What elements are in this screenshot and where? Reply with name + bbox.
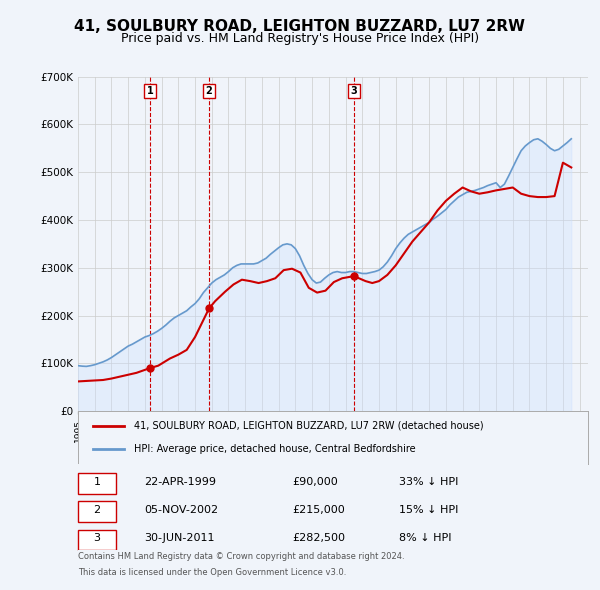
Text: Contains HM Land Registry data © Crown copyright and database right 2024.: Contains HM Land Registry data © Crown c… [78,552,404,561]
Text: 05-NOV-2002: 05-NOV-2002 [145,505,218,515]
Text: 22-APR-1999: 22-APR-1999 [145,477,217,487]
Text: 3: 3 [350,86,357,96]
Text: 1: 1 [94,477,100,487]
Text: £282,500: £282,500 [292,533,345,543]
Text: 1: 1 [146,86,154,96]
Text: 33% ↓ HPI: 33% ↓ HPI [400,477,458,487]
Text: 2: 2 [94,505,100,515]
Text: £90,000: £90,000 [292,477,338,487]
Text: 41, SOULBURY ROAD, LEIGHTON BUZZARD, LU7 2RW: 41, SOULBURY ROAD, LEIGHTON BUZZARD, LU7… [74,19,526,34]
Text: 3: 3 [94,533,100,543]
Text: 8% ↓ HPI: 8% ↓ HPI [400,533,452,543]
Text: £215,000: £215,000 [292,505,345,515]
Text: Price paid vs. HM Land Registry's House Price Index (HPI): Price paid vs. HM Land Registry's House … [121,32,479,45]
Text: 30-JUN-2011: 30-JUN-2011 [145,533,215,543]
Text: 15% ↓ HPI: 15% ↓ HPI [400,505,458,515]
Text: 41, SOULBURY ROAD, LEIGHTON BUZZARD, LU7 2RW (detached house): 41, SOULBURY ROAD, LEIGHTON BUZZARD, LU7… [134,421,484,431]
FancyBboxPatch shape [78,473,116,494]
Text: 2: 2 [206,86,212,96]
FancyBboxPatch shape [78,502,116,522]
Text: This data is licensed under the Open Government Licence v3.0.: This data is licensed under the Open Gov… [78,568,346,577]
FancyBboxPatch shape [78,530,116,550]
Text: HPI: Average price, detached house, Central Bedfordshire: HPI: Average price, detached house, Cent… [134,444,416,454]
